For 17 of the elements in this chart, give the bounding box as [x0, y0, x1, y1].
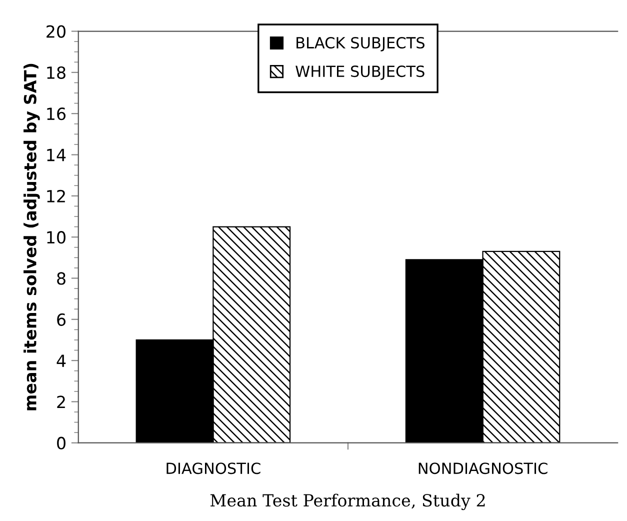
y-tick-label: 18 — [47, 66, 66, 79]
y-axis-title: mean items solved (adjusted by SAT) — [24, 64, 40, 410]
x-tick-label: DIAGNOSTIC — [166, 462, 260, 474]
x-tick-label: NONDIAGNOSTIC — [418, 462, 548, 474]
y-tick-label: 20 — [46, 25, 66, 38]
y-tick-label: 14 — [47, 148, 66, 162]
y-tick-label: 4 — [56, 354, 66, 367]
y-tick-label: 0 — [57, 436, 66, 450]
legend-label: BLACK SUBJECTS — [296, 36, 424, 52]
y-tick-label: 8 — [57, 272, 66, 285]
legend-label: WHITE SUBJECTS — [296, 66, 424, 80]
y-tick-label: 16 — [47, 108, 66, 120]
y-tick-label: 12 — [47, 190, 65, 202]
y-tick-label: 2 — [57, 396, 65, 408]
x-axis-title: Mean Test Performance, Study 2 — [210, 494, 485, 510]
y-tick-label: 6 — [57, 313, 66, 326]
y-tick-label: 10 — [47, 231, 66, 244]
